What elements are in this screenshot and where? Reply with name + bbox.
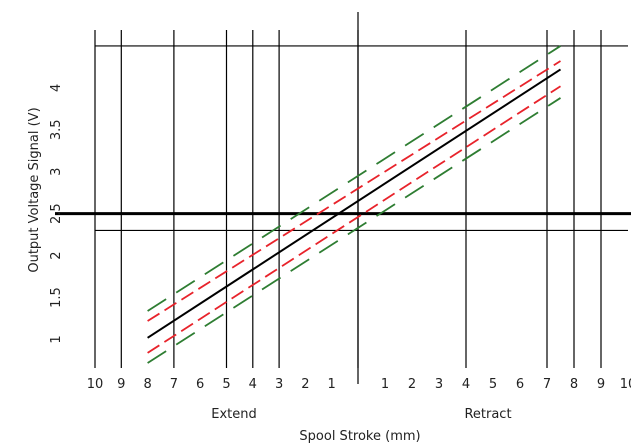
- x-tick-label: 10: [87, 377, 104, 392]
- tolerance-line-1: [147, 60, 561, 322]
- x-tick-labels: 10 9 8 7 6 5 4 3 2 1 1 2 3 4 5 6 7 8 9 10: [87, 377, 631, 392]
- x-tick-label: 1: [381, 377, 389, 392]
- retract-label: Retract: [464, 407, 511, 422]
- x-tick-label: 5: [489, 377, 497, 392]
- x-tick-label: 1: [328, 377, 336, 392]
- x-tick-label: 4: [249, 377, 257, 392]
- y-axis-title: Output Voltage Signal (V): [27, 107, 42, 272]
- x-tick-label: 5: [222, 377, 230, 392]
- x-tick-label: 7: [543, 377, 551, 392]
- nominal-line: [147, 68, 562, 339]
- x-tick-label: 2: [408, 377, 416, 392]
- extend-label: Extend: [211, 407, 257, 422]
- tolerance-line-3: [147, 45, 561, 312]
- y-tick-label: 2: [49, 251, 64, 259]
- x-tick-label: 4: [462, 377, 470, 392]
- x-tick-label: 9: [117, 377, 125, 392]
- x-tick-label: 10: [620, 377, 631, 392]
- x-tick-label: 7: [170, 377, 178, 392]
- x-tick-label: 8: [143, 377, 151, 392]
- y-tick-label: 1: [49, 335, 64, 343]
- gridlines: [55, 12, 631, 384]
- x-tick-label: 9: [597, 377, 605, 392]
- tolerance-line-2: [147, 85, 561, 354]
- series-group: [147, 45, 562, 364]
- x-tick-label: 8: [570, 377, 578, 392]
- x-tick-label: 6: [516, 377, 524, 392]
- y-tick-label: 2.5: [49, 203, 64, 224]
- x-tick-label: 2: [301, 377, 309, 392]
- y-tick-label: 3: [49, 168, 64, 176]
- x-tick-label: 6: [196, 377, 204, 392]
- y-tick-label: 4: [49, 84, 64, 92]
- x-axis-title: Spool Stroke (mm): [299, 429, 420, 444]
- y-tick-label: 3.5: [49, 119, 64, 140]
- x-tick-label: 3: [435, 377, 443, 392]
- y-tick-label: 1.5: [49, 287, 64, 308]
- x-tick-label: 3: [275, 377, 283, 392]
- tolerance-line-4: [147, 97, 561, 364]
- y-tick-labels: 1 1.5 2 2.5 3 3.5 4: [49, 84, 64, 344]
